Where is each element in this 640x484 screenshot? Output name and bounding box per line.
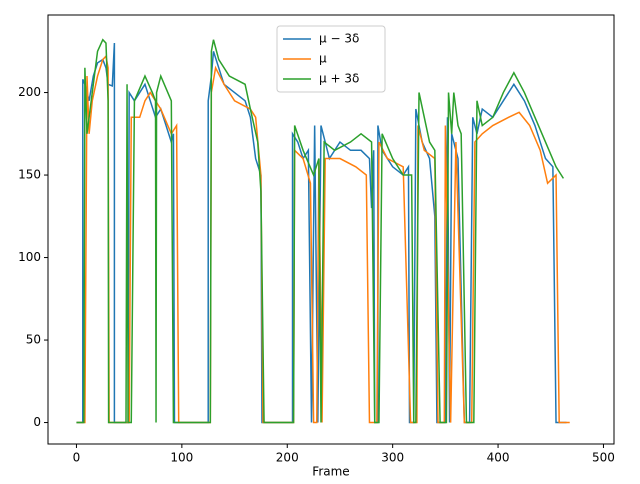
legend-box (276, 25, 386, 93)
x-tick-label: 500 (592, 451, 615, 465)
legend-label: μ + 3δ (319, 72, 359, 86)
x-axis-label: Frame (312, 465, 349, 479)
legend-label: μ (319, 52, 327, 66)
x-tick-label: 300 (381, 451, 404, 465)
y-tick-label: 100 (18, 250, 41, 264)
legend-label: μ − 3δ (319, 32, 359, 46)
line-series (76, 38, 565, 424)
plot-frame (47, 14, 615, 445)
y-tick-label: 0 (33, 415, 41, 429)
x-tick-label: 0 (73, 451, 81, 465)
y-tick-label: 50 (26, 333, 41, 347)
y-tick-label: 200 (18, 85, 41, 99)
x-tick-label: 200 (276, 451, 299, 465)
y-tick-label: 150 (18, 168, 41, 182)
x-tick-label: 100 (170, 451, 193, 465)
x-tick-label: 400 (487, 451, 510, 465)
